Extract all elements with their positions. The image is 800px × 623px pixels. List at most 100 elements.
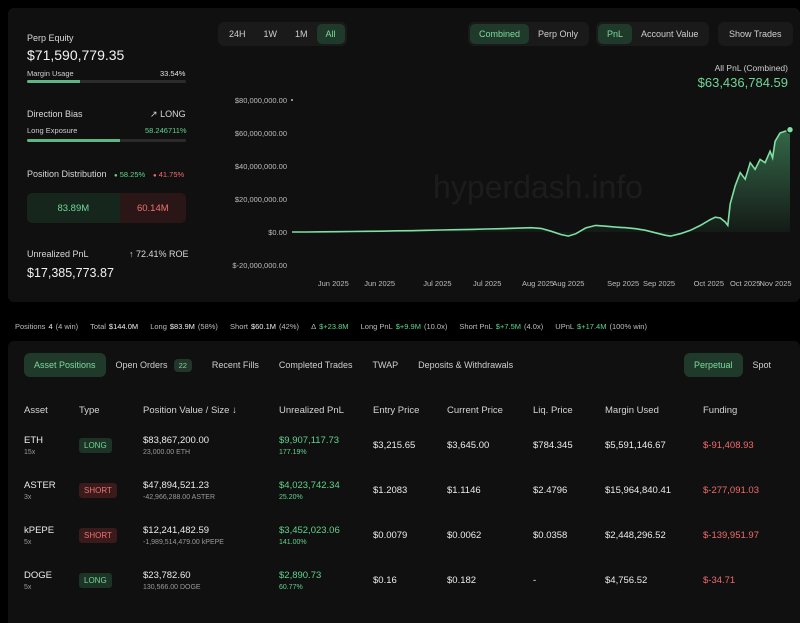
upnl-value: $3,452,023.06	[279, 525, 340, 536]
long-dot-icon: ●	[114, 173, 118, 179]
long-exposure-bar	[27, 139, 186, 142]
cell-current-price: $1.1146	[447, 485, 481, 496]
stat-long-pct: (58%)	[197, 322, 218, 331]
cell-funding: $-91,408.93	[703, 440, 754, 451]
account-value-button[interactable]: Account Value	[641, 29, 699, 39]
short-pct: ● 41.75%	[153, 170, 184, 179]
perpetual-toggle[interactable]: Perpetual	[684, 353, 743, 377]
table-row[interactable]: ETH 15x LONG $83,867,200.00 23,000.00 ETH $9,…	[24, 423, 783, 468]
cell-asset[interactable]: DOGE 5x	[24, 558, 79, 603]
pnl-end-point[interactable]	[786, 125, 794, 134]
long-exposure-value: 58.246711%	[145, 126, 187, 135]
y-tick-label: $20,000,000.00	[235, 195, 287, 204]
cell-asset[interactable]: ASTER 3x	[24, 468, 79, 513]
perp-equity-value: $71,590,779.35	[27, 47, 125, 63]
positions-tabs: Asset Positions Open Orders 22 Recent Fil…	[24, 353, 523, 377]
cell-entry-price: $1.2083	[373, 485, 408, 496]
spot-toggle[interactable]: Spot	[752, 360, 772, 370]
tab-twap[interactable]: TWAP	[372, 360, 399, 370]
cell-entry-price: $3,215.65	[373, 440, 416, 451]
cell-liq-price: -	[533, 575, 537, 586]
position-size: -1,989,514,479.00 kPEPE	[143, 539, 224, 546]
cell-type: LONG	[79, 423, 143, 468]
cell-position-value: $23,782.60 130,566.00 DOGE	[143, 558, 279, 603]
side-badge: LONG	[79, 438, 112, 453]
stat-delta-label: Δ	[311, 322, 317, 331]
y-tick-label: $-20,000,000.00	[232, 261, 287, 270]
stat-short-pnl-value: $+7.5M	[495, 322, 522, 331]
range-24h-button[interactable]: 24H	[229, 29, 246, 39]
position-size: 23,000.00 ETH	[143, 449, 191, 456]
direction-bias-text: LONG	[160, 109, 186, 119]
cell-margin-used: $5,591,146.67	[605, 440, 666, 451]
cell-unrealized-pnl: $3,452,023.06 141.00%	[279, 513, 373, 558]
long-exposure-label: Long Exposure	[27, 126, 78, 135]
combined-button[interactable]: Combined	[470, 24, 530, 44]
range-1m-button[interactable]: 1M	[295, 29, 308, 39]
stat-upnl-win: (100% win)	[609, 322, 647, 331]
tab-deposits-withdrawals[interactable]: Deposits & Withdrawals	[418, 360, 514, 370]
tab-completed-trades[interactable]: Completed Trades	[278, 360, 353, 370]
cell-asset[interactable]: ETH 15x	[24, 423, 79, 468]
range-all-button[interactable]: All	[316, 24, 345, 44]
stat-delta-value: $+23.8M	[319, 322, 349, 331]
tab-open-orders-label: Open Orders	[115, 360, 168, 370]
range-1w-button[interactable]: 1W	[263, 29, 278, 39]
col-margin-used[interactable]: Margin Used	[605, 404, 659, 416]
col-asset[interactable]: Asset	[24, 404, 48, 416]
tab-recent-fills[interactable]: Recent Fills	[211, 360, 259, 370]
asset-name: DOGE	[24, 570, 52, 581]
stat-long-pnl-value: $+9.9M	[395, 322, 421, 331]
cell-type: SHORT	[79, 468, 143, 513]
pnl-summary-value: $63,436,784.59	[697, 75, 788, 90]
cell-type: SHORT	[79, 513, 143, 558]
long-exposure-fill	[27, 139, 120, 142]
perp-equity-label: Perp Equity	[27, 33, 74, 43]
direction-bias-label: Direction Bias	[27, 109, 83, 119]
y-tick-label: $80,000,000.00	[235, 96, 287, 105]
stat-long-value: $83.9M	[169, 322, 195, 331]
tab-open-orders[interactable]: Open Orders 22	[106, 353, 202, 377]
upnl-pct: 60.77%	[279, 584, 303, 591]
cell-current-price: $3,645.00	[447, 440, 490, 451]
mode-group: Combined Perp Only	[468, 22, 590, 46]
col-liq-price[interactable]: Liq. Price	[533, 404, 573, 416]
stat-long-pnl-x: (10.0x)	[423, 322, 448, 331]
asset-leverage: 5x	[24, 539, 32, 546]
cell-current-price: $0.0062	[447, 530, 482, 541]
col-current-price[interactable]: Current Price	[447, 404, 503, 416]
perp-only-button[interactable]: Perp Only	[538, 29, 579, 39]
pnl-button[interactable]: PnL	[598, 24, 633, 44]
x-tick-label: Jun 2025	[318, 279, 349, 288]
tab-asset-positions[interactable]: Asset Positions	[24, 353, 106, 377]
upnl-value: $9,907,117.73	[279, 435, 340, 446]
table-row[interactable]: kPEPE 5x SHORT $12,241,482.59 -1,989,514,479…	[24, 513, 783, 558]
stat-positions-value: 4	[48, 322, 53, 331]
y-tick-label: $0.00	[268, 228, 287, 237]
cell-funding: $-139,951.97	[703, 530, 759, 541]
short-pct-text: 41.75%	[158, 170, 185, 179]
col-type[interactable]: Type	[79, 404, 100, 416]
cell-unrealized-pnl: $4,023,742.34 25.20%	[279, 468, 373, 513]
col-entry-price[interactable]: Entry Price	[373, 404, 420, 416]
asset-leverage: 15x	[24, 449, 36, 456]
asset-leverage: 3x	[24, 494, 32, 501]
unrealized-pnl-value: $17,385,773.87	[27, 266, 114, 280]
pnl-line	[292, 128, 791, 237]
col-position-value[interactable]: Position Value / Size ↓	[143, 404, 237, 416]
cell-liq-price: $784.345	[533, 440, 573, 451]
position-value: $23,782.60	[143, 570, 191, 581]
position-value: $47,894,521.23	[143, 480, 210, 491]
cell-asset[interactable]: kPEPE 5x	[24, 513, 79, 558]
side-badge: SHORT	[79, 483, 117, 498]
show-trades-button[interactable]: Show Trades	[729, 29, 782, 39]
col-funding[interactable]: Funding	[703, 404, 738, 416]
table-row[interactable]: DOGE 5x LONG $23,782.60 130,566.00 DOGE $2,89…	[24, 558, 783, 603]
x-tick-label: Sep 2025	[643, 279, 675, 288]
col-unrealized-pnl[interactable]: Unrealized PnL	[279, 404, 344, 416]
table-row[interactable]: ASTER 3x SHORT $47,894,521.23 -42,966,288.00…	[24, 468, 783, 513]
pnl-summary-label: All PnL (Combined)	[714, 63, 788, 73]
position-distribution-bar: 83.89M 60.14M	[27, 193, 186, 223]
short-amount: 60.14M	[119, 193, 186, 223]
cell-unrealized-pnl: $2,890.73 60.77%	[279, 558, 373, 603]
